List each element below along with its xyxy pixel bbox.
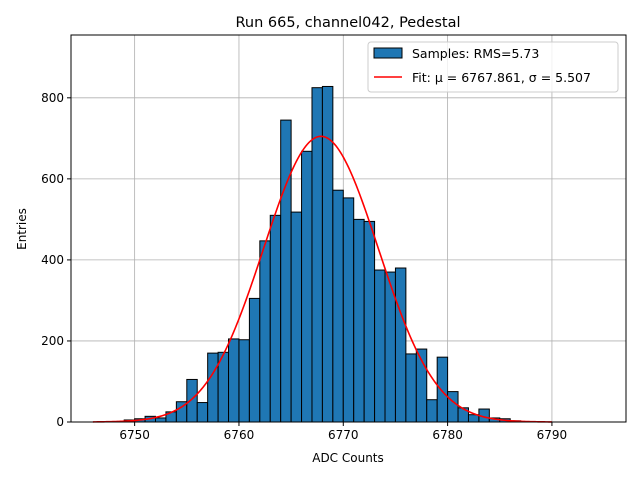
x-tick-label: 6750 [119,428,150,442]
histogram-bar [269,214,282,423]
histogram-bar [259,240,271,423]
x-axis-label: ADC Counts [312,451,384,465]
x-tick-label: 6770 [328,428,359,442]
legend-label-fit: Fit: μ = 6767.861, σ = 5.507 [412,70,591,85]
histogram-bar [207,352,219,423]
histogram-bar [238,339,250,423]
histogram-bar [290,211,303,423]
histogram-bar [426,399,438,423]
y-tick-label: 600 [41,172,64,186]
y-tick-label: 0 [56,415,64,429]
legend: Samples: RMS=5.73 Fit: μ = 6767.861, σ =… [367,41,619,93]
y-tick-label: 400 [41,253,64,267]
histogram-bar [228,338,240,423]
histogram-bar [196,402,209,423]
histogram-bar [394,267,407,423]
histogram-bar [342,197,355,423]
y-tick-label: 800 [41,91,64,105]
histogram-bar [248,297,261,423]
histogram-bar [436,356,449,423]
histogram-bar [280,119,292,423]
histogram-bar [353,218,365,423]
chart-title: Run 665, channel042, Pedestal [235,15,460,31]
x-tick-label: 6760 [224,428,255,442]
fit-curve [92,135,552,423]
histogram-bar [332,189,344,423]
histogram-bar [405,353,417,423]
y-axis-label: Entries [15,208,29,250]
y-tick-label: 200 [41,334,64,348]
legend-swatch-histogram [373,47,403,59]
histogram-bar [363,220,376,423]
legend-box [367,41,619,93]
histogram-bar [301,150,313,423]
x-tick-label: 6780 [432,428,463,442]
legend-label-histogram: Samples: RMS=5.73 [412,46,539,61]
histogram-bar [155,417,167,423]
histogram-bar [186,378,198,423]
x-tick-label: 6790 [537,428,568,442]
plot-frame [70,34,627,423]
histogram-bar [374,269,386,423]
histogram-bar [447,391,459,423]
